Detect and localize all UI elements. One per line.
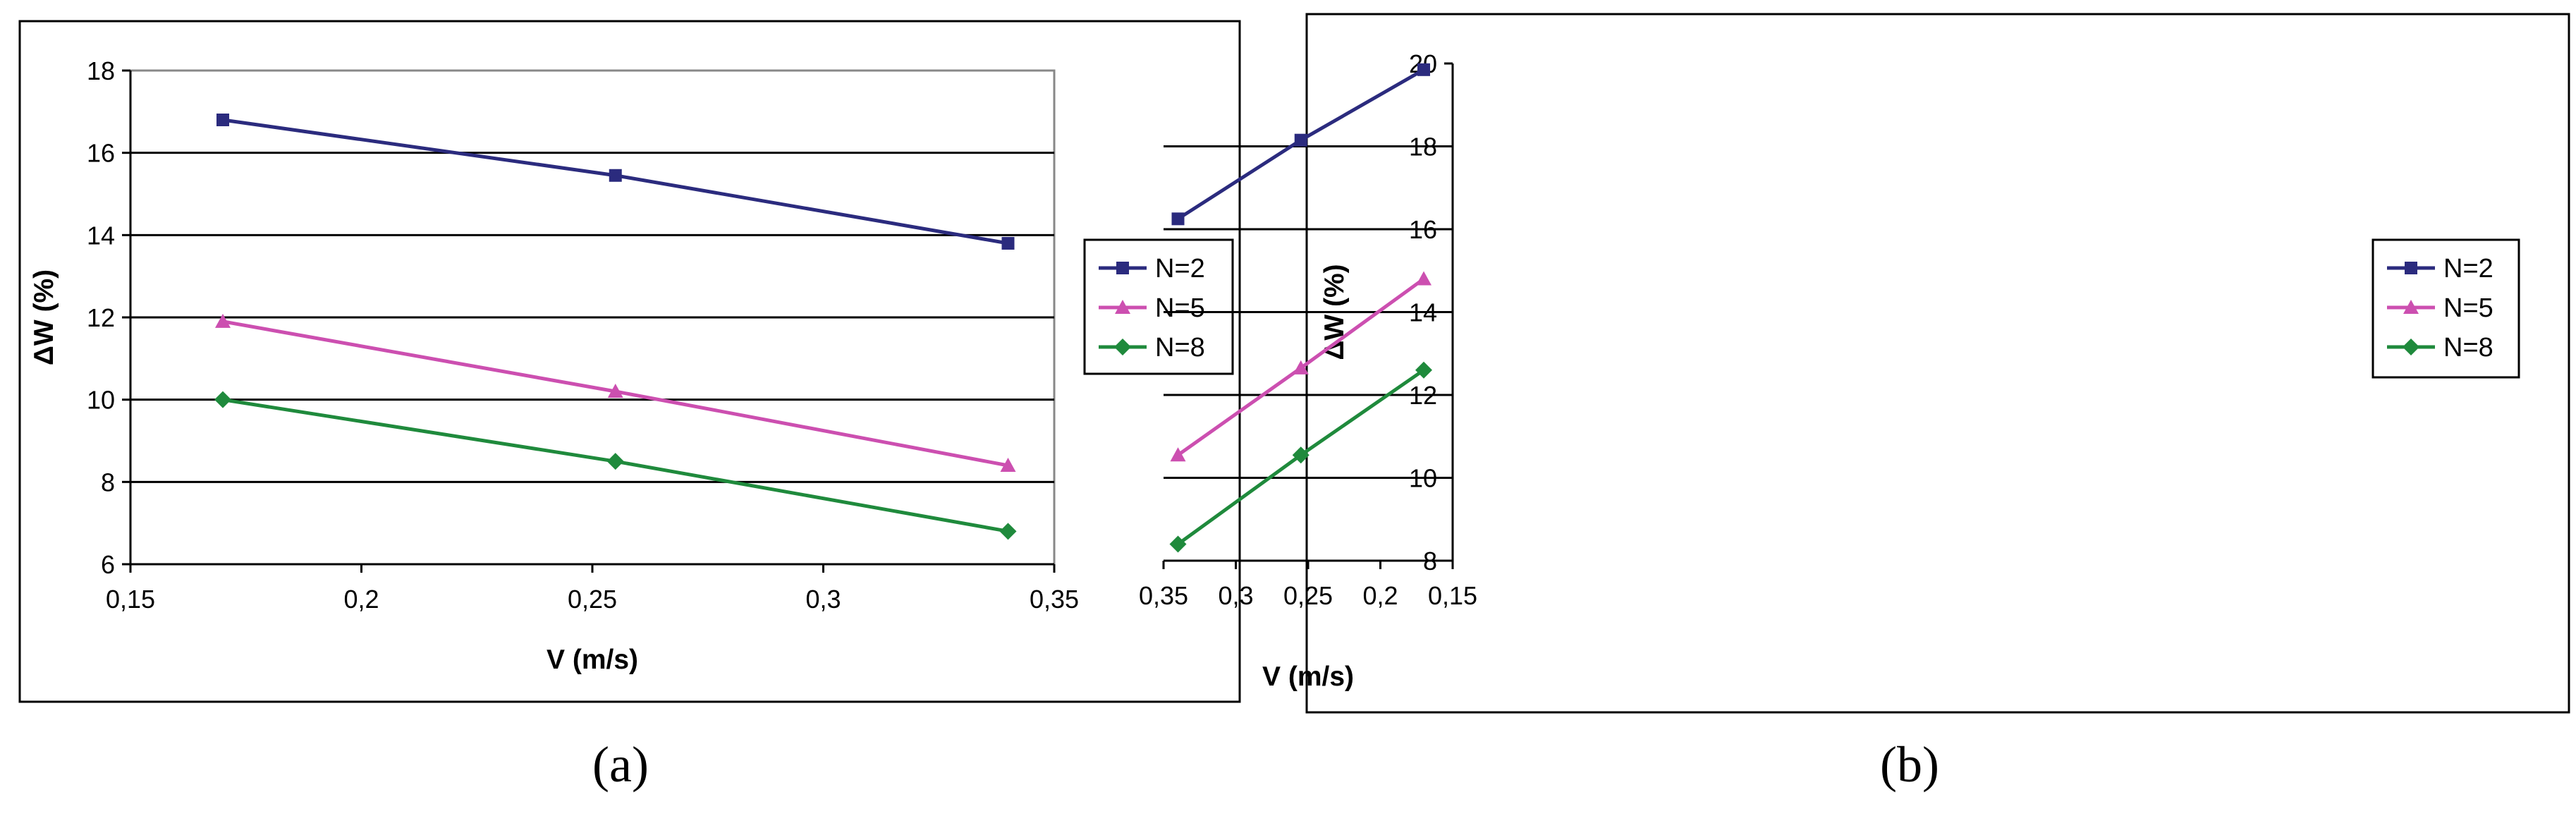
data-point <box>1292 446 1310 464</box>
legend: N=2 N=5 N=8 <box>2371 238 2520 379</box>
data-point <box>1293 360 1309 374</box>
x-tick-label: 0,25 <box>568 585 617 614</box>
x-tick-label: 0,25 <box>1283 581 1333 610</box>
y-tick-label: 10 <box>87 386 115 415</box>
figure-caption: (b) <box>1880 736 1939 793</box>
data-point <box>1169 535 1187 553</box>
x-tick-label: 0,2 <box>1362 581 1398 610</box>
x-tick-label: 0,2 <box>343 585 379 614</box>
legend-label: N=2 <box>1155 254 1205 284</box>
data-point <box>1294 133 1307 147</box>
legend-marker <box>2405 262 2417 274</box>
data-point <box>1416 271 1432 286</box>
legend-label: N=2 <box>2443 254 2493 284</box>
x-tick-label: 0,35 <box>1139 581 1188 610</box>
series-N=2 <box>1171 63 1430 226</box>
y-tick-label: 10 <box>1409 464 1437 493</box>
series-N=8 <box>214 391 1017 540</box>
x-axis-title: V (m/s) <box>1262 662 1354 692</box>
data-point <box>214 391 231 408</box>
series-N=8 <box>1169 361 1432 553</box>
legend-label: N=8 <box>2443 333 2493 363</box>
data-point <box>1415 361 1432 379</box>
y-tick-label: 18 <box>87 56 115 85</box>
y-tick-label: 16 <box>1409 215 1437 244</box>
data-point <box>607 384 623 398</box>
legend-label: N=8 <box>1155 333 1205 363</box>
legend-marker <box>1115 300 1130 314</box>
legend-label: N=5 <box>1155 293 1205 323</box>
data-point <box>609 169 622 182</box>
x-tick-label: 0,3 <box>1218 581 1253 610</box>
data-point <box>215 313 231 328</box>
y-tick-label: 12 <box>87 303 115 332</box>
series-N=5 <box>215 313 1016 472</box>
legend-marker <box>2403 300 2419 314</box>
y-tick-label: 14 <box>1409 298 1437 327</box>
y-tick-label: 6 <box>101 550 115 579</box>
data-point <box>1171 212 1185 226</box>
data-point <box>1000 458 1016 472</box>
data-point <box>216 114 229 126</box>
x-tick-label: 0,15 <box>106 585 155 614</box>
y-tick-label: 14 <box>87 221 115 250</box>
figure-caption: (a) <box>592 736 649 793</box>
x-tick-label: 0,3 <box>805 585 841 614</box>
legend-marker <box>1116 262 1129 274</box>
legend: N=2 N=5 N=8 <box>1083 238 1234 375</box>
series-N=5 <box>1170 271 1432 462</box>
data-point <box>606 453 624 470</box>
x-tick-label: 0,15 <box>1428 581 1477 610</box>
chart-panel-a: 6 8 10 12 14 16 18 0,15 0,2 0,25 0,3 0,35 V (m/s) ΔW … <box>18 20 1241 793</box>
y-tick-label: 18 <box>1409 133 1437 162</box>
data-point <box>999 523 1017 540</box>
series-N=2 <box>216 114 1015 250</box>
y-tick-label: 12 <box>1409 381 1437 410</box>
x-tick-label: 0,35 <box>1030 585 1079 614</box>
chart-frame <box>1305 13 2570 714</box>
x-axis-title: V (m/s) <box>547 645 638 675</box>
y-tick-label: 8 <box>101 468 115 497</box>
data-point <box>1417 63 1430 76</box>
y-tick-label: 16 <box>87 139 115 168</box>
chart-panel-b: 81012141618200,150,20,250,30,35V (m/s)ΔW… <box>1139 13 2570 793</box>
legend-marker <box>1114 339 1131 355</box>
legend-marker <box>2403 339 2419 355</box>
data-point <box>1170 447 1186 462</box>
data-point <box>1001 237 1015 250</box>
legend-label: N=5 <box>2443 293 2493 323</box>
y-axis-title: ΔW (%) <box>29 269 59 365</box>
chart-frame <box>18 20 1241 703</box>
